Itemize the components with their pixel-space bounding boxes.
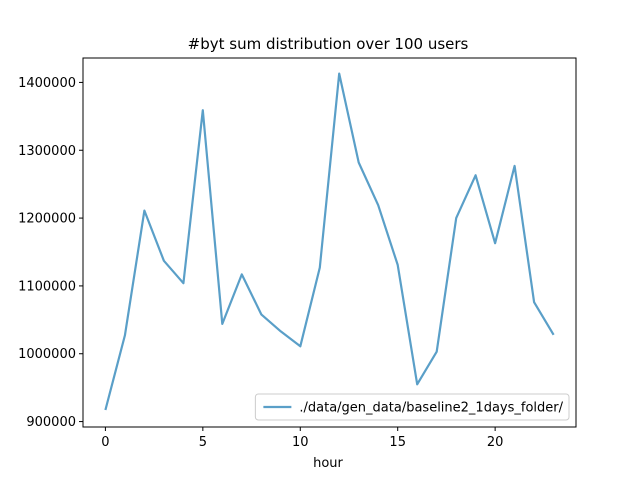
series-line-0 — [104, 72, 555, 411]
x-tick-label: 10 — [292, 435, 309, 450]
x-axis-label: hour — [313, 456, 343, 471]
y-tick-label: 1100000 — [18, 279, 76, 294]
chart-title: #byt sum distribution over 100 users — [188, 35, 469, 53]
y-tick-label: 1000000 — [18, 347, 76, 362]
x-tick-label: 5 — [199, 435, 207, 450]
legend-label: ./data/gen_data/baseline2_1days_folder/ — [299, 401, 563, 416]
y-tick-label: 900000 — [26, 415, 76, 430]
y-axis: 900000 1000000 1100000 1200000 1300000 140000… — [18, 76, 83, 430]
y-tick-label: 1200000 — [18, 212, 76, 227]
legend: ./data/gen_data/baseline2_1days_folder/ — [254, 393, 570, 421]
x-tick-label: 20 — [487, 435, 504, 450]
x-axis: 0 5 10 15 20 — [101, 427, 503, 450]
plot-area — [82, 57, 577, 428]
y-tick-label: 1400000 — [18, 76, 76, 91]
legend-box — [254, 393, 570, 421]
x-tick-label: 0 — [101, 435, 109, 450]
x-tick-label: 15 — [389, 435, 406, 450]
series-layer — [104, 72, 555, 411]
y-tick-label: 1300000 — [18, 144, 76, 159]
